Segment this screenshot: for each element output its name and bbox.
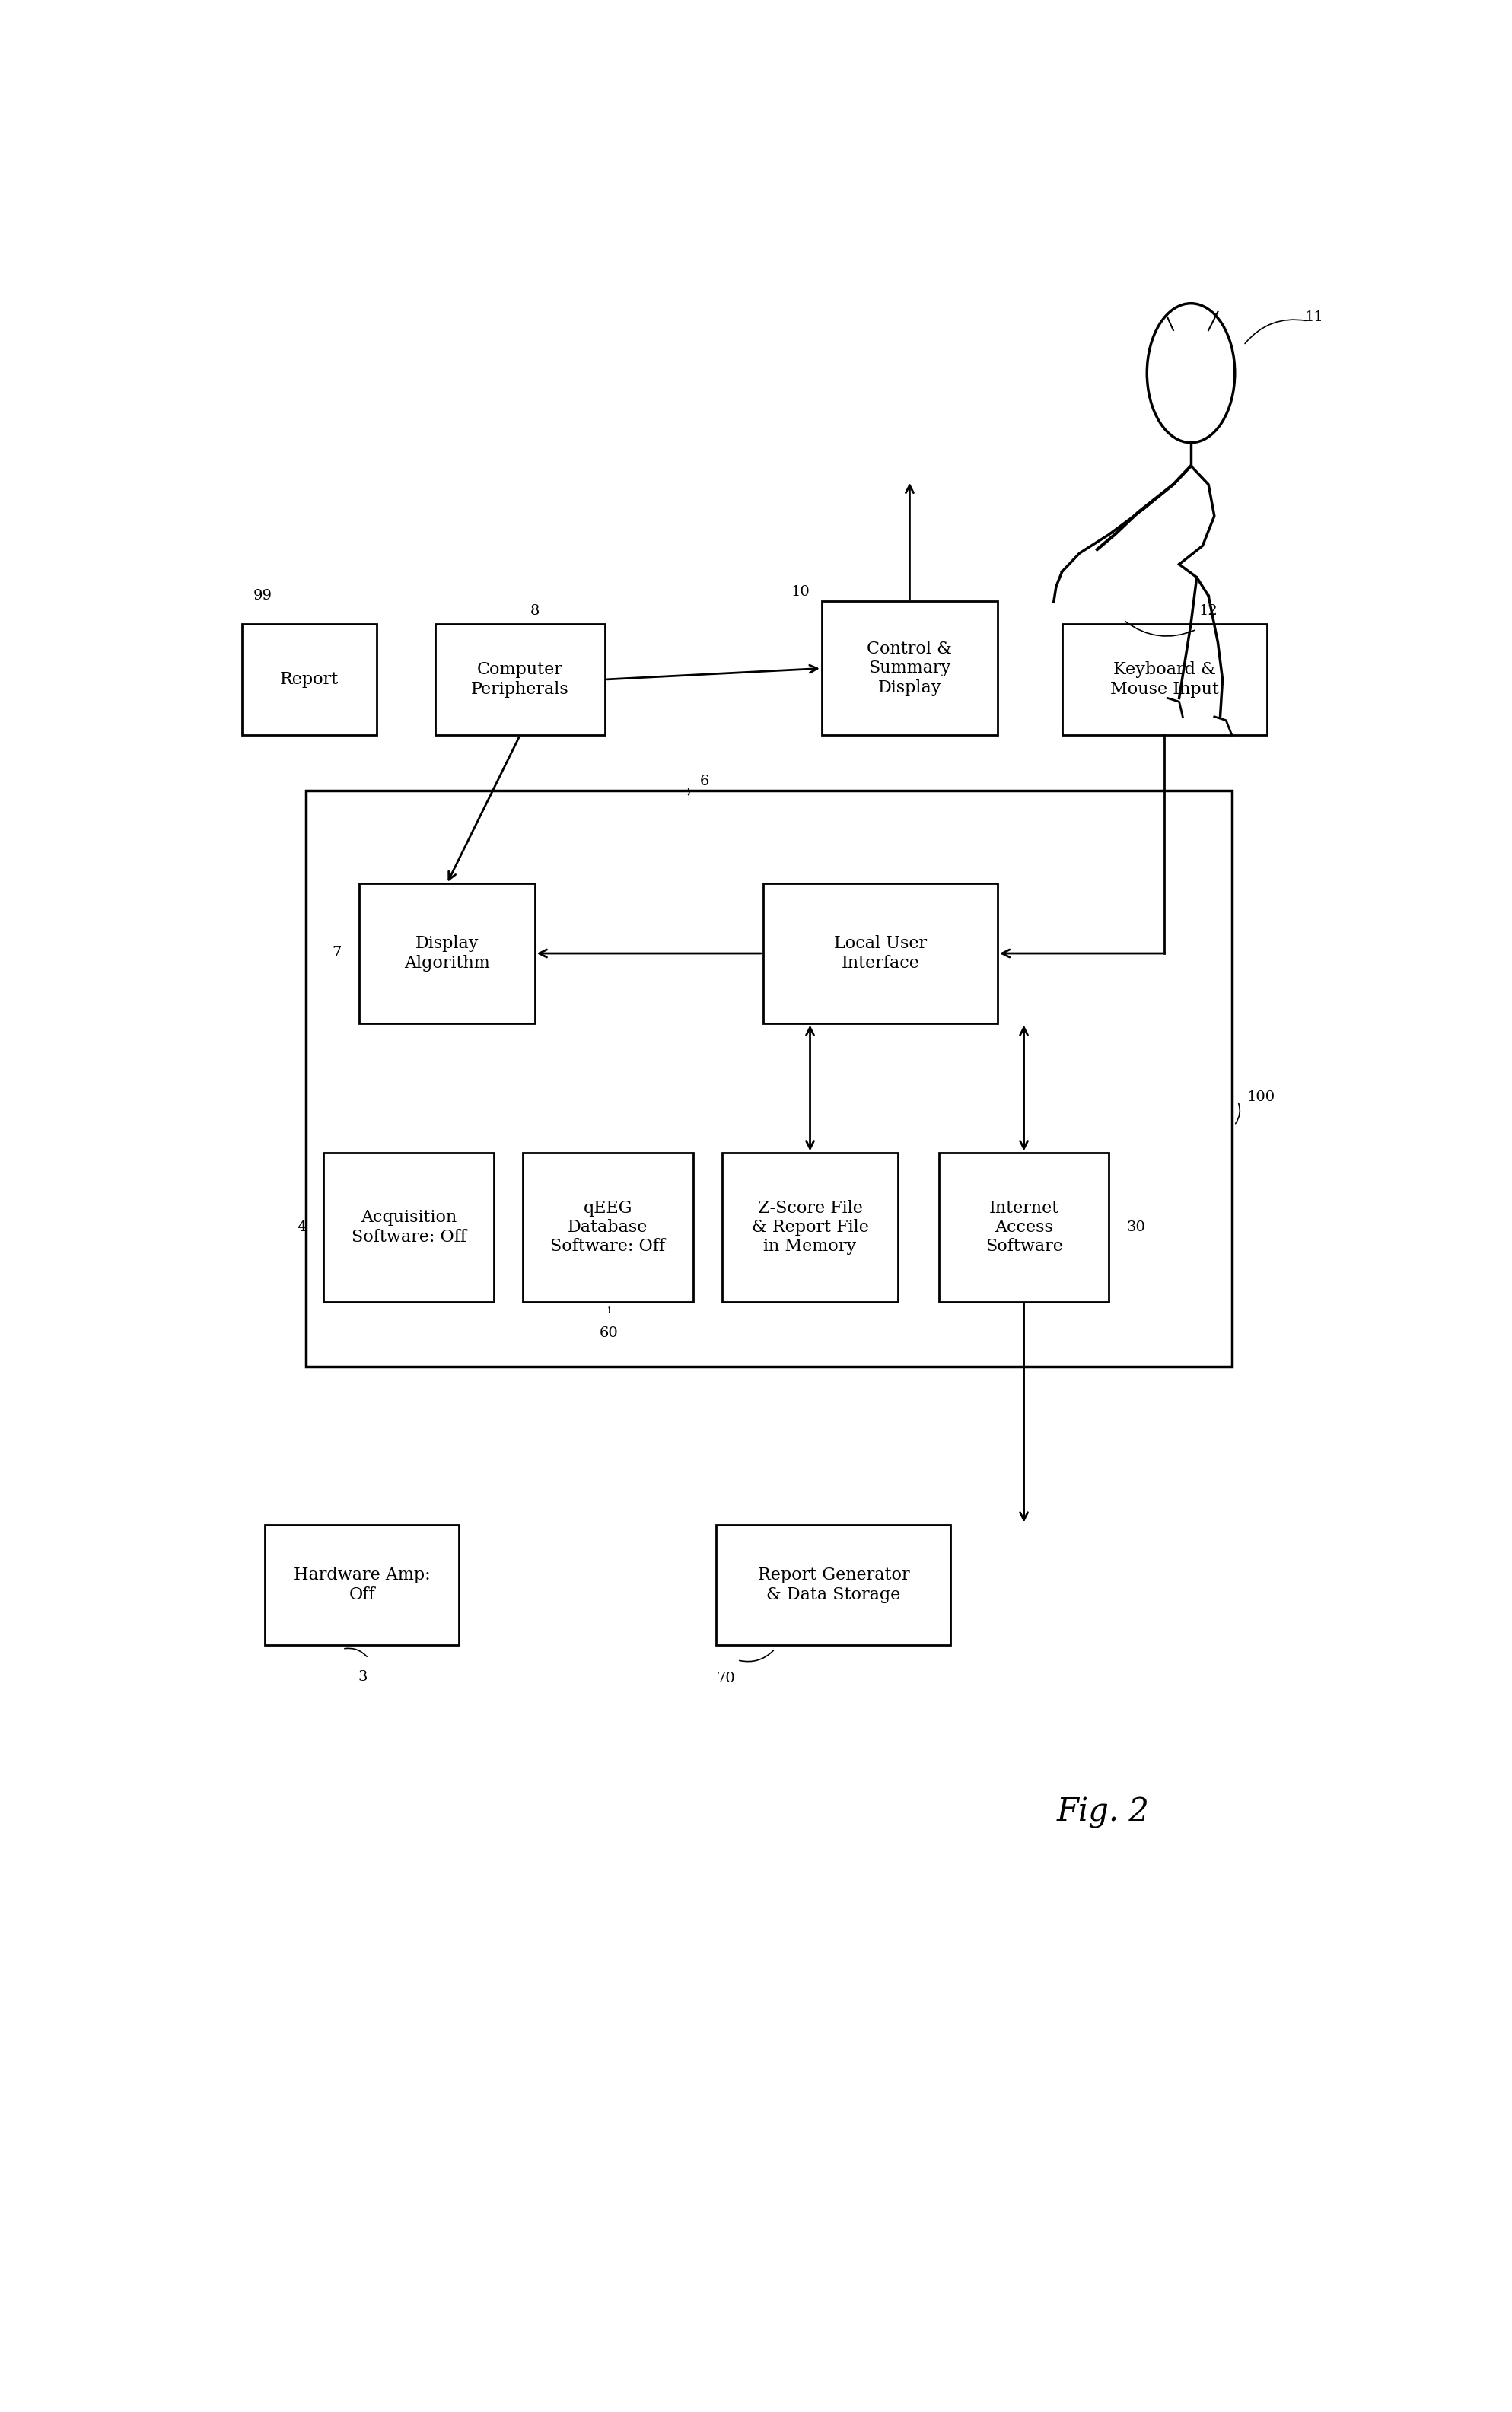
Text: Control &
Summary
Display: Control & Summary Display bbox=[866, 642, 953, 697]
Text: 70: 70 bbox=[717, 1672, 735, 1686]
Text: 60: 60 bbox=[599, 1327, 618, 1341]
Text: 100: 100 bbox=[1247, 1090, 1276, 1105]
FancyBboxPatch shape bbox=[305, 791, 1232, 1368]
Text: 4: 4 bbox=[296, 1220, 305, 1235]
Text: 11: 11 bbox=[1305, 311, 1323, 323]
Text: 8: 8 bbox=[531, 603, 540, 617]
Text: 6: 6 bbox=[700, 774, 709, 789]
Text: 12: 12 bbox=[1199, 603, 1217, 617]
Text: 99: 99 bbox=[254, 589, 272, 603]
FancyBboxPatch shape bbox=[1061, 625, 1267, 736]
Text: Display
Algorithm: Display Algorithm bbox=[404, 936, 490, 972]
FancyBboxPatch shape bbox=[823, 601, 998, 736]
Text: Z-Score File
& Report File
in Memory: Z-Score File & Report File in Memory bbox=[751, 1199, 868, 1254]
FancyBboxPatch shape bbox=[265, 1524, 458, 1645]
FancyBboxPatch shape bbox=[435, 625, 605, 736]
Text: Fig. 2: Fig. 2 bbox=[1057, 1797, 1149, 1828]
FancyBboxPatch shape bbox=[242, 625, 376, 736]
FancyBboxPatch shape bbox=[324, 1153, 493, 1302]
Text: Local User
Interface: Local User Interface bbox=[835, 936, 927, 972]
Text: Acquisition
Software: Off: Acquisition Software: Off bbox=[351, 1208, 466, 1245]
FancyBboxPatch shape bbox=[523, 1153, 692, 1302]
Text: Report Generator
& Data Storage: Report Generator & Data Storage bbox=[758, 1568, 909, 1604]
Text: Keyboard &
Mouse Input: Keyboard & Mouse Input bbox=[1110, 661, 1219, 697]
Text: 7: 7 bbox=[333, 946, 342, 960]
Text: 10: 10 bbox=[791, 586, 810, 598]
FancyBboxPatch shape bbox=[358, 883, 535, 1023]
Text: Internet
Access
Software: Internet Access Software bbox=[986, 1199, 1063, 1254]
Text: 30: 30 bbox=[1126, 1220, 1146, 1235]
FancyBboxPatch shape bbox=[764, 883, 998, 1023]
Text: Report: Report bbox=[280, 671, 339, 687]
Text: 3: 3 bbox=[358, 1669, 367, 1684]
FancyBboxPatch shape bbox=[939, 1153, 1108, 1302]
Text: qEEG
Database
Software: Off: qEEG Database Software: Off bbox=[550, 1199, 665, 1254]
Text: Computer
Peripherals: Computer Peripherals bbox=[472, 661, 569, 697]
Text: Hardware Amp:
Off: Hardware Amp: Off bbox=[293, 1568, 431, 1604]
FancyBboxPatch shape bbox=[723, 1153, 898, 1302]
FancyBboxPatch shape bbox=[717, 1524, 951, 1645]
